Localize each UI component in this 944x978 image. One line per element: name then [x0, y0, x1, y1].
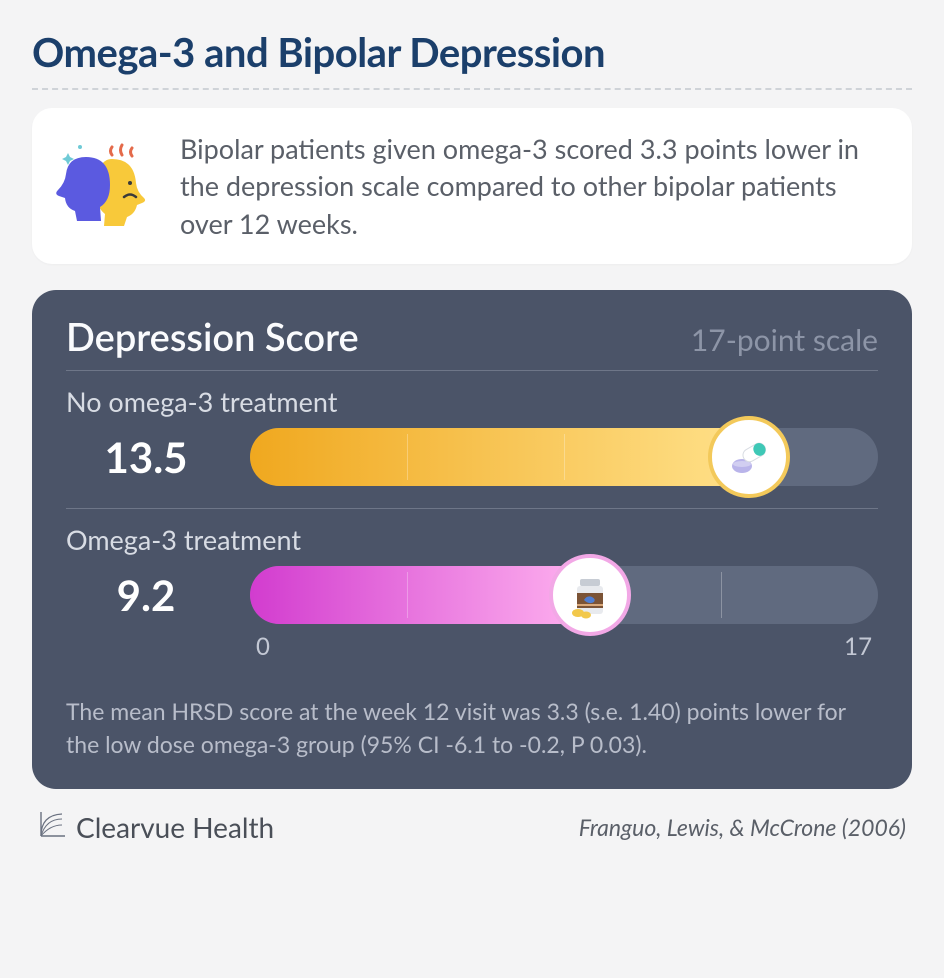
- chart-card: Depression Score 17-point scale No omega…: [32, 290, 912, 790]
- bar-value: 9.2: [66, 570, 226, 620]
- chart-footnote: The mean HRSD score at the week 12 visit…: [66, 695, 878, 762]
- bar-value: 13.5: [66, 432, 226, 482]
- bar-fill: [250, 566, 590, 624]
- bar-track: [250, 428, 878, 486]
- brand-name: Clearvue Health: [76, 810, 274, 844]
- pills-icon: [708, 416, 790, 498]
- citation: Franguo, Lewis, & McCrone (2006): [579, 813, 906, 841]
- chart-header: Depression Score 17-point scale: [66, 314, 878, 371]
- page-title: Omega-3 and Bipolar Depression: [32, 28, 912, 76]
- supplement-bottle-icon: [549, 554, 631, 636]
- title-divider: [32, 88, 912, 90]
- bar-row: 13.5: [66, 428, 878, 486]
- brand-logo-icon: [38, 809, 68, 845]
- chart-group: Omega-3 treatment 9.2: [66, 509, 878, 624]
- group-label: No omega-3 treatment: [66, 385, 878, 418]
- axis-row: 0 17: [66, 632, 878, 661]
- bar-track: [250, 566, 878, 624]
- brand: Clearvue Health: [38, 809, 274, 845]
- summary-text: Bipolar patients given omega-3 scored 3.…: [180, 130, 882, 242]
- chart-title: Depression Score: [66, 314, 359, 360]
- chart-subtitle: 17-point scale: [691, 322, 878, 358]
- bar-fill: [250, 428, 749, 486]
- group-label: Omega-3 treatment: [66, 523, 878, 556]
- footer: Clearvue Health Franguo, Lewis, & McCron…: [32, 809, 912, 845]
- chart-group: No omega-3 treatment 13.5: [66, 371, 878, 486]
- two-heads-icon: [54, 141, 154, 231]
- bar-row: 9.2: [66, 566, 878, 624]
- axis-min-label: 0: [256, 632, 270, 661]
- axis-max-label: 17: [844, 632, 872, 661]
- summary-card: Bipolar patients given omega-3 scored 3.…: [32, 108, 912, 264]
